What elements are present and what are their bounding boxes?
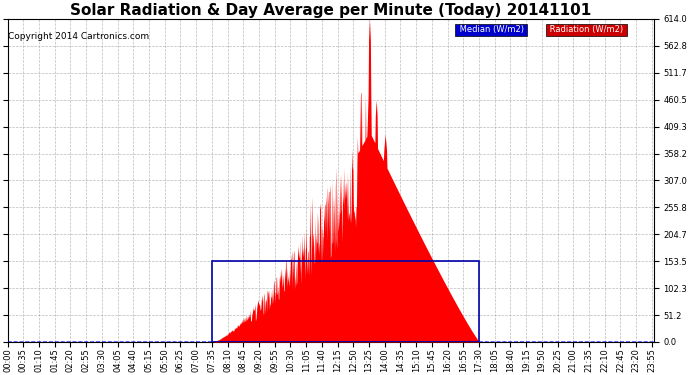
Title: Solar Radiation & Day Average per Minute (Today) 20141101: Solar Radiation & Day Average per Minute…: [70, 3, 591, 18]
Text: Copyright 2014 Cartronics.com: Copyright 2014 Cartronics.com: [8, 32, 150, 41]
Text: Radiation (W/m2): Radiation (W/m2): [547, 26, 626, 34]
Bar: [213, 261, 480, 342]
Text: Median (W/m2): Median (W/m2): [457, 26, 526, 34]
